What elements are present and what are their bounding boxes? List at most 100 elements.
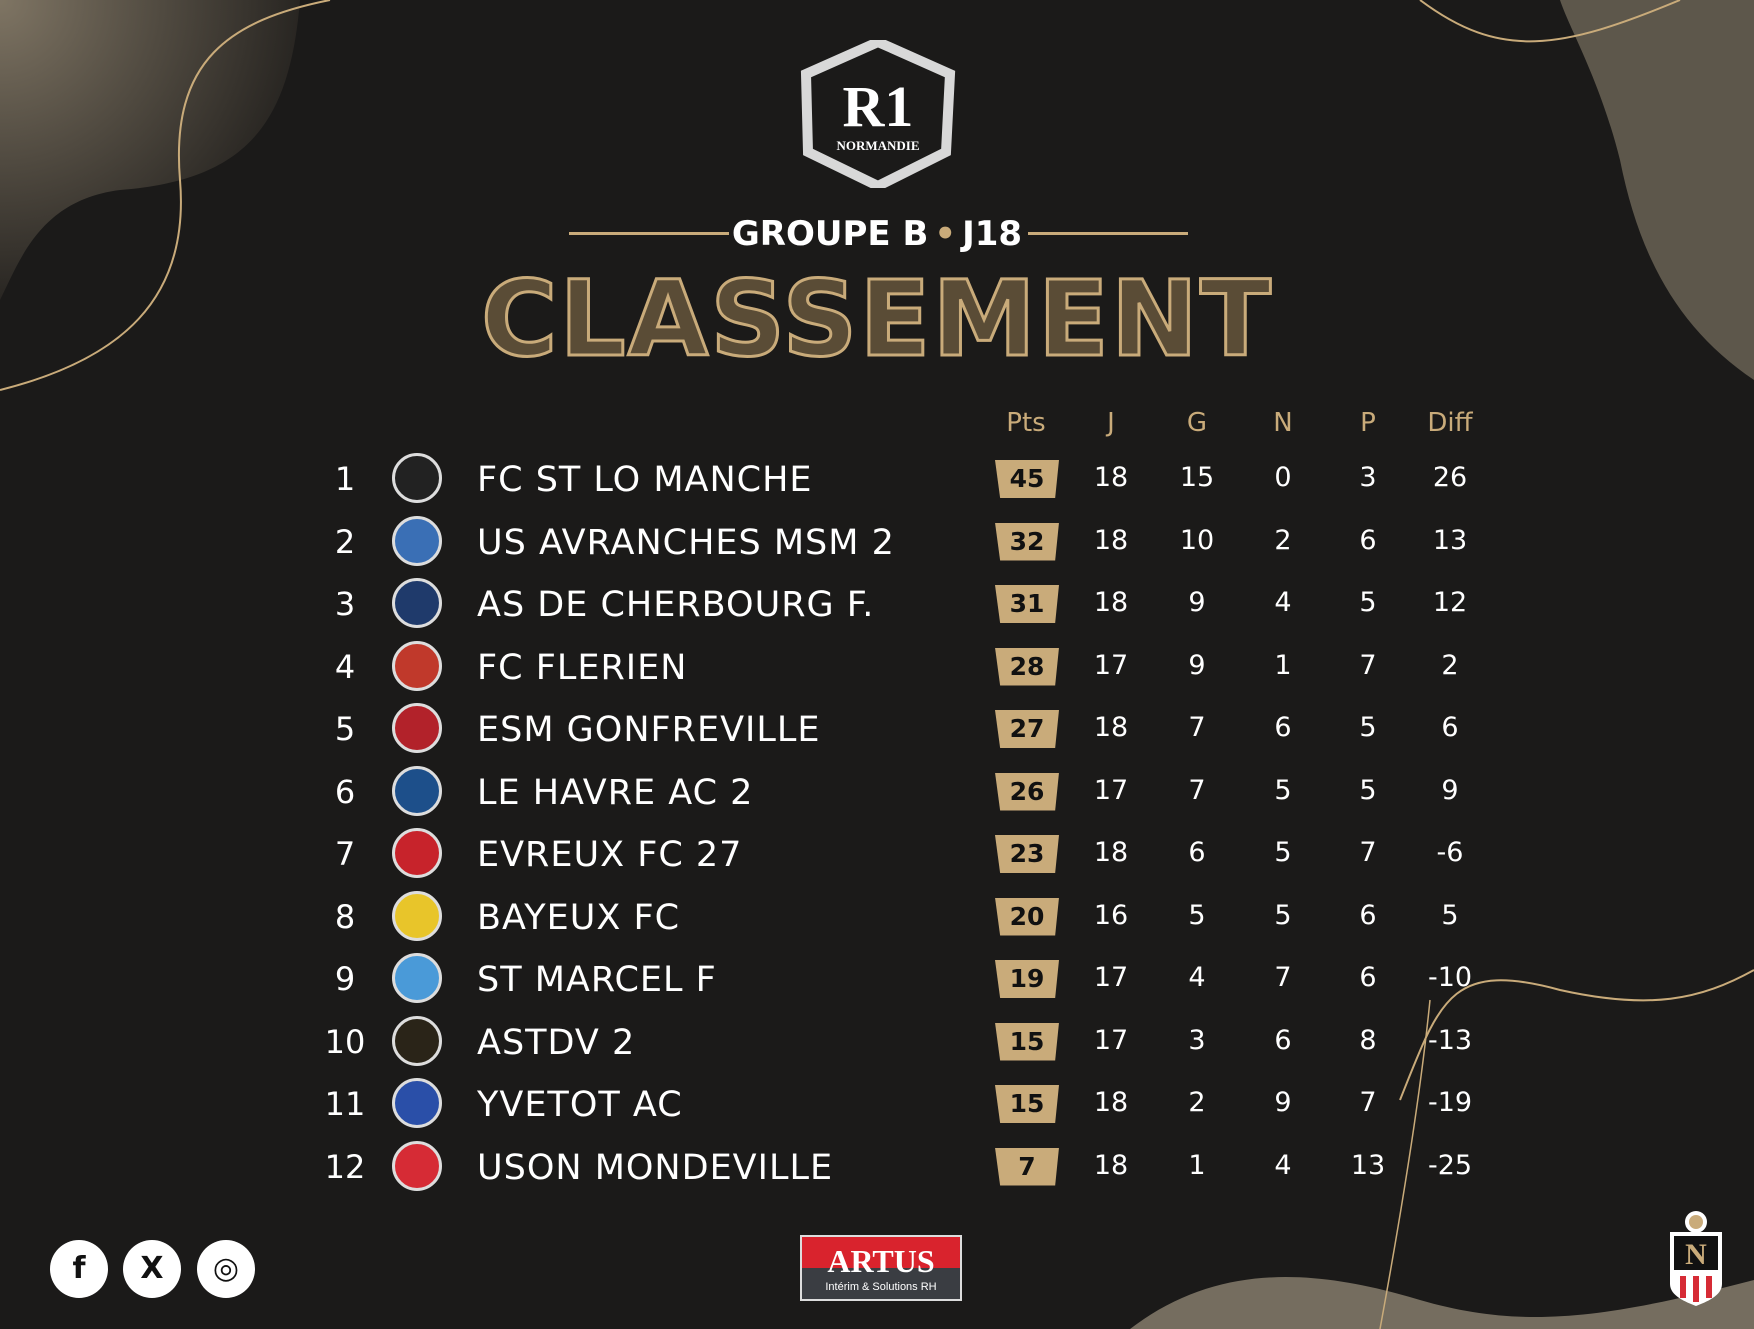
table-row: 12 USON MONDEVILLE 7 18 1 4 13 -25 bbox=[0, 1136, 1754, 1196]
team-name: FC FLERIEN bbox=[477, 647, 688, 688]
stat-g: 5 bbox=[1188, 899, 1206, 931]
team-name: LE HAVRE AC 2 bbox=[477, 772, 754, 813]
team-logo bbox=[392, 1140, 442, 1191]
column-header-pts: Pts bbox=[1006, 408, 1046, 438]
instagram-icon[interactable]: ◎ bbox=[197, 1240, 255, 1298]
team-logo bbox=[392, 890, 442, 941]
rank: 3 bbox=[334, 585, 356, 623]
rank: 8 bbox=[334, 897, 356, 936]
stat-j: 18 bbox=[1093, 837, 1129, 868]
divider-right bbox=[1028, 232, 1188, 235]
rank: 9 bbox=[334, 960, 356, 998]
team-name: AS DE CHERBOURG F. bbox=[477, 585, 875, 625]
stat-p: 7 bbox=[1359, 837, 1377, 868]
points-badge: 15 bbox=[995, 1085, 1059, 1123]
column-header-g: G bbox=[1186, 408, 1208, 438]
svg-text:NORMANDIE: NORMANDIE bbox=[836, 138, 919, 153]
r1-normandie-logo: R1 NORMANDIE bbox=[800, 40, 956, 188]
svg-text:N: N bbox=[1685, 1238, 1707, 1271]
stat-g: 4 bbox=[1188, 962, 1206, 993]
table-row: 8 BAYEUX FC 20 16 5 5 6 5 bbox=[0, 886, 1754, 946]
team-name: ESM GONFREVILLE bbox=[477, 710, 821, 750]
points-badge: 45 bbox=[995, 460, 1059, 498]
team-logo bbox=[392, 1015, 442, 1066]
facebook-icon[interactable]: f bbox=[50, 1240, 108, 1298]
stat-diff: 2 bbox=[1441, 649, 1459, 681]
normandie-league-logo: N bbox=[1670, 1211, 1722, 1306]
rank: 12 bbox=[324, 1147, 366, 1186]
stat-j: 16 bbox=[1093, 899, 1129, 931]
points-badge: 27 bbox=[995, 710, 1059, 748]
table-row: 7 EVREUX FC 27 23 18 6 5 7 -6 bbox=[0, 823, 1754, 883]
table-row: 1 FC ST LO MANCHE 45 18 15 0 3 26 bbox=[0, 448, 1754, 508]
team-name: US AVRANCHES MSM 2 bbox=[477, 522, 895, 563]
stat-n: 2 bbox=[1274, 524, 1292, 556]
table-row: 2 US AVRANCHES MSM 2 32 18 10 2 6 13 bbox=[0, 511, 1754, 571]
stat-g: 6 bbox=[1188, 837, 1206, 868]
team-name: FC ST LO MANCHE bbox=[477, 460, 813, 500]
stat-g: 9 bbox=[1188, 649, 1206, 681]
stat-diff: 13 bbox=[1432, 524, 1468, 556]
points-badge: 31 bbox=[995, 585, 1059, 623]
table-row: 5 ESM GONFREVILLE 27 18 7 6 5 6 bbox=[0, 698, 1754, 758]
stat-g: 7 bbox=[1188, 774, 1206, 806]
team-name: ST MARCEL F bbox=[477, 960, 717, 1000]
stat-g: 10 bbox=[1179, 524, 1215, 556]
table-row: 11 YVETOT AC 15 18 2 9 7 -19 bbox=[0, 1073, 1754, 1133]
points-badge: 28 bbox=[995, 647, 1059, 686]
stat-n: 4 bbox=[1274, 1149, 1292, 1181]
column-header-diff: Diff bbox=[1427, 408, 1473, 438]
stat-n: 5 bbox=[1274, 774, 1292, 806]
stat-p: 7 bbox=[1359, 1087, 1377, 1118]
stat-p: 6 bbox=[1359, 524, 1377, 556]
stat-p: 3 bbox=[1359, 462, 1377, 493]
points-badge: 23 bbox=[995, 835, 1059, 873]
stat-j: 18 bbox=[1093, 524, 1129, 556]
table-row: 9 ST MARCEL F 19 17 4 7 6 -10 bbox=[0, 948, 1754, 1008]
rank: 4 bbox=[334, 647, 356, 686]
stat-j: 18 bbox=[1093, 1149, 1129, 1181]
rank: 5 bbox=[334, 710, 356, 748]
stat-j: 17 bbox=[1093, 962, 1129, 993]
team-logo bbox=[392, 453, 442, 503]
team-name: EVREUX FC 27 bbox=[477, 835, 743, 875]
column-header-j: J bbox=[1107, 408, 1115, 438]
stat-diff: 5 bbox=[1441, 899, 1459, 931]
team-name: BAYEUX FC bbox=[477, 897, 681, 938]
stat-g: 15 bbox=[1179, 462, 1215, 493]
rank: 10 bbox=[324, 1022, 366, 1061]
stat-n: 4 bbox=[1274, 587, 1292, 618]
rank: 11 bbox=[324, 1085, 366, 1123]
stat-p: 5 bbox=[1359, 587, 1377, 618]
stat-diff: 6 bbox=[1441, 712, 1459, 743]
stat-n: 5 bbox=[1274, 899, 1292, 931]
points-badge: 7 bbox=[995, 1147, 1059, 1186]
stat-diff: 12 bbox=[1432, 587, 1468, 618]
page-title: CLASSEMENT bbox=[480, 257, 1273, 382]
team-logo bbox=[392, 765, 442, 816]
stat-n: 6 bbox=[1274, 1024, 1292, 1056]
stat-diff: 9 bbox=[1441, 774, 1459, 806]
stat-n: 0 bbox=[1274, 462, 1292, 493]
stat-p: 13 bbox=[1350, 1149, 1386, 1181]
stat-p: 5 bbox=[1359, 774, 1377, 806]
table-row: 3 AS DE CHERBOURG F. 31 18 9 4 5 12 bbox=[0, 573, 1754, 633]
table-row: 4 FC FLERIEN 28 17 9 1 7 2 bbox=[0, 636, 1754, 696]
stat-n: 6 bbox=[1274, 712, 1292, 743]
x-icon[interactable]: X bbox=[123, 1240, 181, 1298]
team-name: ASTDV 2 bbox=[477, 1022, 636, 1063]
stat-diff: -6 bbox=[1436, 837, 1464, 868]
stat-j: 17 bbox=[1093, 649, 1129, 681]
rank: 2 bbox=[334, 522, 356, 561]
points-badge: 32 bbox=[995, 522, 1059, 561]
team-logo bbox=[392, 1078, 442, 1128]
team-logo bbox=[392, 828, 442, 878]
stat-p: 5 bbox=[1359, 712, 1377, 743]
stat-g: 7 bbox=[1188, 712, 1206, 743]
stat-p: 8 bbox=[1359, 1024, 1377, 1056]
points-badge: 19 bbox=[995, 960, 1059, 998]
stat-j: 17 bbox=[1093, 1024, 1129, 1056]
table-row: 10 ASTDV 2 15 17 3 6 8 -13 bbox=[0, 1011, 1754, 1071]
stat-j: 18 bbox=[1093, 462, 1129, 493]
stat-diff: -10 bbox=[1427, 962, 1473, 993]
